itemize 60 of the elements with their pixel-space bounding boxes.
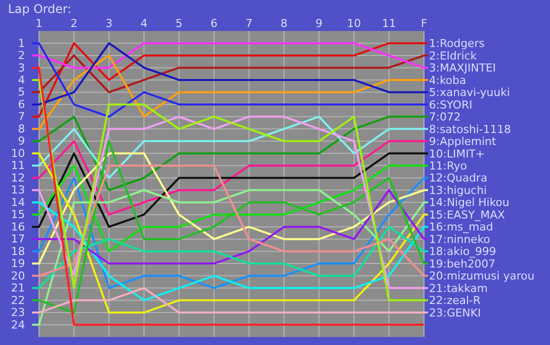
legend-label: 7:072	[429, 110, 461, 124]
y-tick-label: 4	[18, 73, 25, 86]
legend-label: 6:SYORI	[429, 98, 472, 112]
y-tick-label: 1	[18, 36, 25, 50]
legend-label: 22:zeal-R	[429, 294, 482, 308]
y-tick-label: 18	[11, 244, 25, 258]
y-tick-label: 15	[11, 208, 25, 222]
legend-label: 15:EASY_MAX	[429, 208, 506, 222]
legend-label: 20:mizumusi yarou	[429, 270, 534, 283]
x-tick-label: 7	[246, 17, 252, 30]
x-tick-label: F	[420, 17, 428, 30]
x-tick-label: 6	[210, 17, 218, 30]
y-tick-label: 21	[11, 282, 25, 295]
x-tick-label: 9	[316, 17, 322, 30]
legend-label: 17:ninneko	[429, 232, 490, 246]
y-tick-label: 24	[11, 318, 25, 332]
legend-label: 14:Nigel Hikou	[429, 196, 510, 210]
y-tick-label: 20	[11, 269, 25, 282]
legend-label: 3:MAXJINTEI	[429, 62, 496, 75]
x-tick-label: 10	[347, 17, 361, 30]
y-tick-label: 13	[11, 184, 25, 197]
legend-label: 21:takkam	[429, 282, 488, 295]
legend-label: 19:beh2007	[429, 257, 496, 270]
y-tick-label: 3	[18, 61, 25, 74]
legend-label: 2:Eldrick	[429, 49, 478, 62]
chart-title: Lap Order:	[8, 2, 72, 16]
y-tick-label: 8	[18, 122, 25, 136]
x-tick-label: 8	[280, 17, 288, 30]
y-tick-label: 16	[11, 220, 25, 234]
x-tick-label: 1	[36, 17, 42, 30]
legend-label: 8:satoshi-1118	[429, 122, 511, 136]
legend-label: 23:GENKI	[429, 306, 481, 320]
x-tick-label: 5	[176, 17, 182, 30]
x-tick-label: 3	[106, 17, 112, 30]
legend-label: 4:koba	[429, 74, 466, 87]
y-tick-label: 14	[11, 196, 25, 209]
legend-label: 13:higuchi	[429, 184, 487, 197]
y-tick-label: 2	[18, 49, 25, 62]
y-tick-label: 17	[11, 232, 25, 246]
legend-label: 1:Rodgers	[429, 37, 485, 50]
legend-label: 18:akio_999	[429, 245, 496, 258]
x-tick-label: 2	[70, 17, 78, 30]
legend-label: 10:LIMIT+	[429, 147, 485, 160]
x-tick-label: 4	[140, 17, 148, 30]
legend-label: 9:Applemint	[429, 135, 497, 148]
y-tick-label: 19	[11, 257, 25, 270]
legend-label: 16:ms_mad	[429, 220, 494, 234]
x-tick-label: 11	[382, 17, 396, 30]
legend-label: 12:Quadra	[429, 172, 488, 185]
y-tick-label: 9	[18, 134, 25, 148]
y-tick-label: 12	[11, 171, 25, 184]
y-tick-label: 23	[11, 306, 25, 320]
legend-label: 11:Ryo	[429, 159, 468, 172]
y-tick-label: 11	[11, 159, 25, 172]
y-tick-label: 10	[11, 146, 25, 160]
y-tick-label: 6	[18, 98, 25, 111]
legend-label: 5:xanavi-yuuki	[429, 86, 510, 100]
y-tick-label: 22	[11, 294, 25, 307]
y-tick-label: 7	[18, 110, 25, 124]
y-tick-label: 5	[18, 86, 25, 99]
